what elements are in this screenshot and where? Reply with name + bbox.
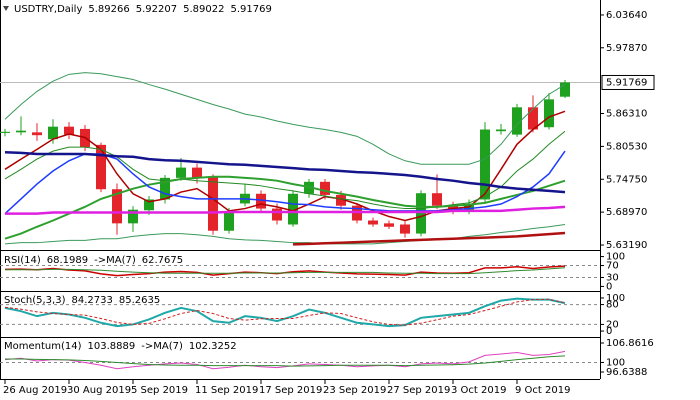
y-tick-label: 0 [606,326,612,337]
indicator-name: Momentum(14) [4,341,82,352]
indicator-name: Stoch(5,3,3) [4,295,66,306]
x-tick-label: 26 Aug 2019 [3,385,67,396]
x-tick-label: 17 Sep 2019 [259,385,322,396]
candle-body [400,224,410,234]
x-tick-label: 30 Aug 2019 [67,385,131,396]
candle-body [432,193,442,206]
y-tick-label: 5.80530 [606,141,647,152]
y-tick-label: 100 [606,357,625,368]
indicator-value: 102.3252 [189,341,237,352]
candle-body [48,126,58,140]
y-tick-label: 100 [606,293,625,304]
candle-body [480,129,490,200]
candle-body [16,130,26,133]
x-tick-label: 23 Sep 2019 [323,385,386,396]
y-tick-label: 0 [606,281,612,292]
x-tick-label: 3 Oct 2019 [451,385,506,396]
y-tick-label: 6.03640 [606,10,647,21]
y-tick-label: 20 [606,319,619,330]
chart-header: USDTRY,Daily 5.89266 5.92207 5.89022 5.91769 [14,4,272,15]
indicator-name: ->MA(7) [141,341,183,352]
candle-body [0,131,10,133]
x-tick-label: 11 Sep 2019 [195,385,258,396]
ohlc-value: 5.89266 [88,4,129,15]
y-tick-label: 70 [606,261,619,272]
indicator-line [5,267,566,275]
candle-body [64,126,74,135]
y-tick-label: 5.68970 [606,207,647,218]
indicator-value: 85.2635 [119,295,160,306]
indicator-line [4,130,566,210]
candle-body [288,193,298,225]
chart-title: USDTRY,Daily [14,4,82,15]
indicator-name: RSI(14) [4,255,41,266]
indicator-value: 68.1989 [47,255,88,266]
x-tick-label: 5 Sep 2019 [131,385,188,396]
y-tick-label: 5.74750 [606,174,647,185]
indicator-value: 84.2733 [71,295,112,306]
indicator-line [4,72,566,165]
candle-body [560,82,570,97]
ohlc-value: 5.92207 [136,4,177,15]
y-tick-label: 100 [606,252,625,263]
candle-body [224,211,234,231]
candle-body [528,107,538,130]
indicator-line [4,297,566,328]
indicator-line [292,231,566,246]
candle-body [192,167,202,178]
y-tick-label: 106.8616 [606,338,654,349]
indicator-header: Momentum(14) 103.8889 ->MA(7) 102.3252 [4,341,237,352]
y-tick-label: 96.6388 [606,367,647,378]
indicator-line [4,175,566,240]
candle-body [112,189,122,224]
ohlc-value: 5.91769 [230,4,271,15]
indicator-line [4,151,566,194]
candle-body [512,107,522,135]
indicator-line [5,355,566,367]
indicator-name: ->MA(7) [94,255,136,266]
indicator-line [4,350,566,370]
candle-body [496,129,506,132]
indicator-value: 103.8889 [88,341,136,352]
indicator-value: 62.7675 [142,255,183,266]
candle-body [320,181,330,195]
indicator-header: Stoch(5,3,3) 84.2733 85.2635 [4,295,160,306]
y-tick-label: 80 [606,300,619,311]
y-tick-label: 30 [606,272,619,283]
symbol-icon [3,6,9,11]
indicator-line [5,205,566,215]
last-price-label: 5.91769 [606,77,647,88]
candle-body [544,99,554,128]
y-tick-label: 5.86310 [606,109,647,120]
y-tick-label: 5.97870 [606,43,647,54]
candle-body [96,144,106,190]
candle-body [32,132,42,136]
y-tick-label: 5.63190 [606,240,647,251]
candle-body [416,193,426,234]
indicator-header: RSI(14) 68.1989 ->MA(7) 62.7675 [4,255,183,266]
last-price-box [601,74,655,90]
candle-body [160,177,170,200]
ohlc-value: 5.89022 [183,4,224,15]
candle-body [144,199,154,211]
candle-body [128,209,138,224]
candle-body [336,194,346,206]
x-tick-label: 27 Sep 2019 [387,385,450,396]
candle-body [272,208,282,221]
candle-body [368,220,378,225]
candle-body [176,167,186,178]
candle-body [384,223,394,227]
indicator-line [4,223,566,245]
candle-body [208,176,218,231]
candle-body [256,193,266,209]
x-tick-label: 9 Oct 2019 [515,385,570,396]
